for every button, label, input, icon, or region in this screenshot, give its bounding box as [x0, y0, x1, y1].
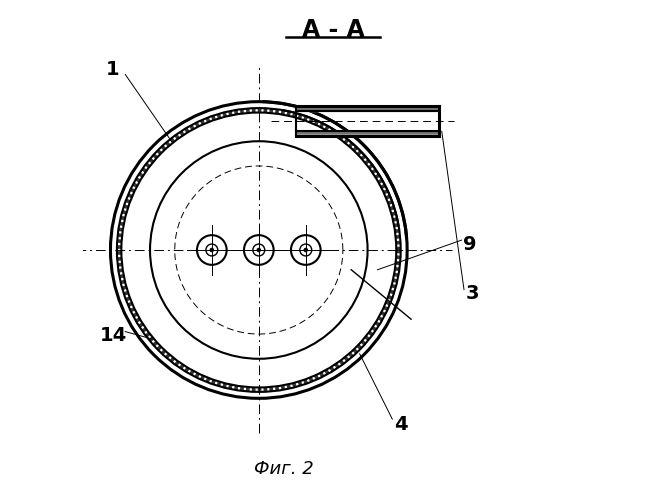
- Circle shape: [253, 244, 265, 256]
- Text: А - А: А - А: [301, 18, 364, 42]
- Circle shape: [291, 235, 321, 265]
- Circle shape: [122, 114, 395, 386]
- Circle shape: [304, 248, 307, 252]
- Circle shape: [244, 235, 274, 265]
- Circle shape: [206, 244, 217, 256]
- Circle shape: [197, 235, 227, 265]
- Circle shape: [210, 248, 214, 252]
- Circle shape: [257, 248, 260, 252]
- Text: 9: 9: [463, 234, 477, 254]
- Circle shape: [300, 244, 312, 256]
- Text: Фиг. 2: Фиг. 2: [254, 460, 313, 478]
- Text: 4: 4: [394, 414, 407, 434]
- Text: 3: 3: [465, 284, 479, 303]
- Text: 14: 14: [100, 326, 127, 344]
- Text: 1: 1: [106, 60, 119, 79]
